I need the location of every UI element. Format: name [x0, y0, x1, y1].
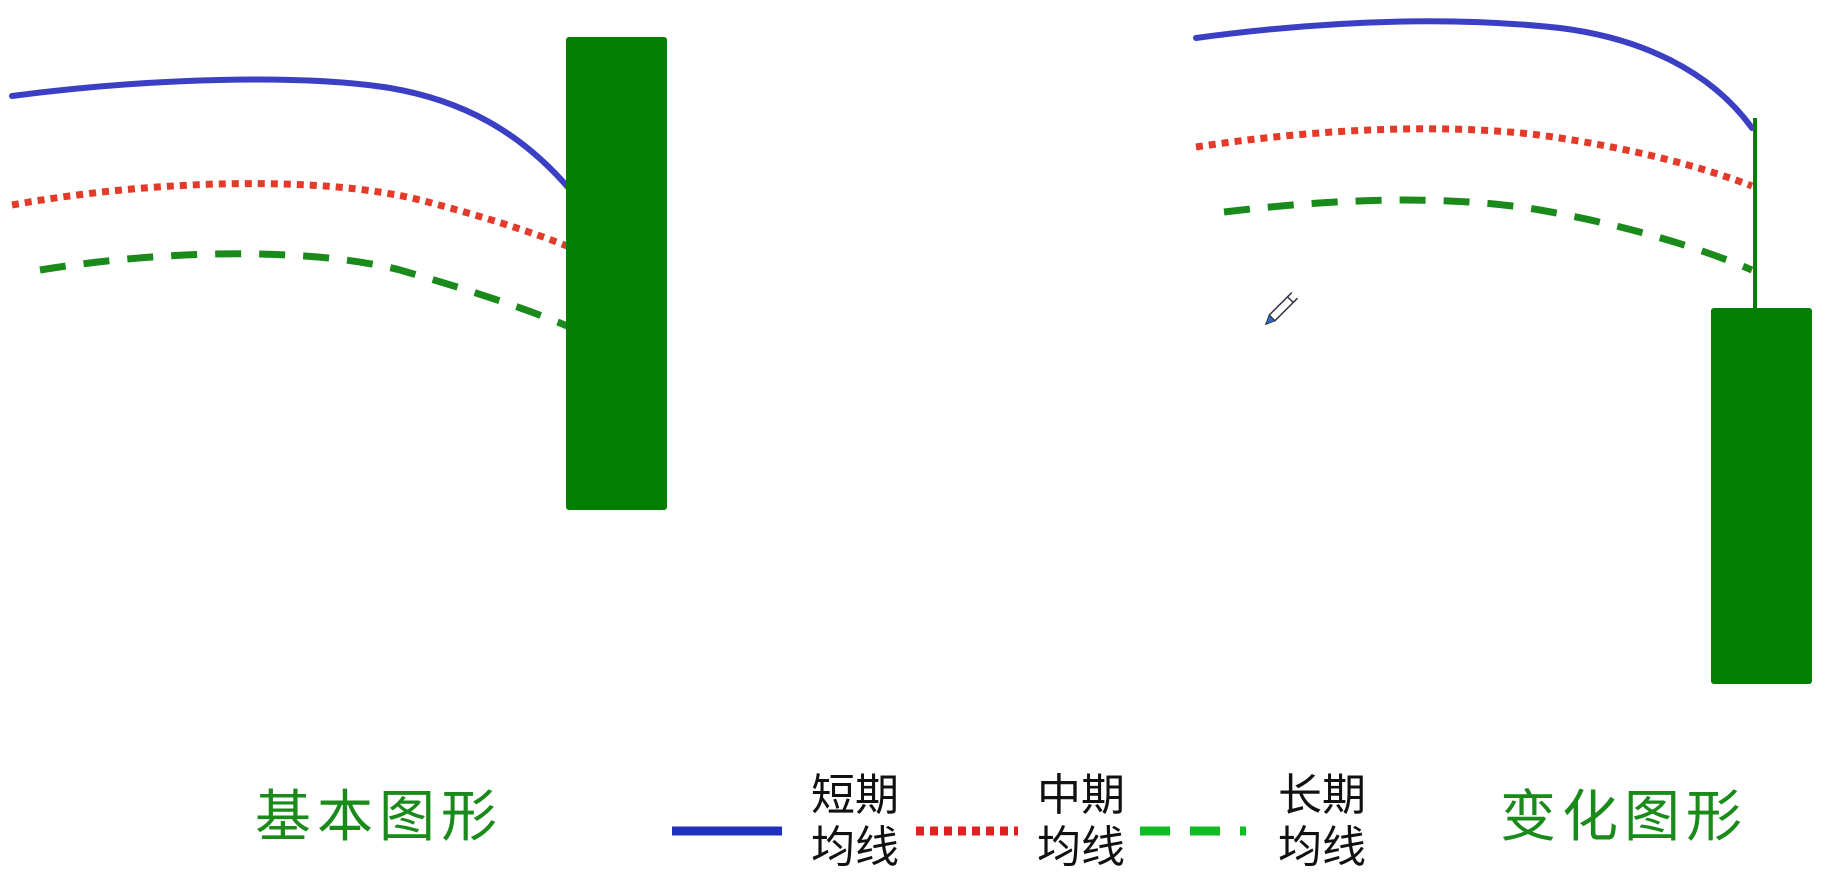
basic-long-ma-line: [39, 250, 574, 332]
legend-long-label-line2: 均线: [1278, 822, 1366, 873]
legend-long-label-line1: 长期: [1278, 770, 1366, 821]
variant-mid-ma-line: [1195, 125, 1754, 190]
legend-short-label-line1: 短期: [811, 770, 899, 821]
basic-pattern: [9, 37, 667, 510]
legend-mid-label: 中期 均线: [1026, 770, 1136, 874]
legend-short-label-line2: 均线: [811, 822, 899, 873]
variant-pattern: [1193, 18, 1812, 684]
legend-mid-label-line2: 均线: [1037, 822, 1125, 873]
basic-mid-ma-line: [11, 180, 574, 252]
legend-short-label: 短期 均线: [800, 770, 910, 874]
pen-cursor-icon: [1264, 292, 1298, 326]
legend-mid-label-line1: 中期: [1037, 770, 1125, 821]
variant-short-ma-line: [1193, 18, 1755, 131]
legend-long-label: 长期 均线: [1267, 770, 1377, 874]
variant-long-ma-line: [1223, 196, 1754, 274]
basic-short-ma-line: [9, 76, 575, 195]
variant-bearish-candle: [1711, 308, 1812, 684]
basic-bearish-candle: [566, 37, 667, 510]
variant-pattern-caption: 变化图形: [1500, 785, 1748, 850]
basic-pattern-caption: 基本图形: [255, 785, 503, 850]
